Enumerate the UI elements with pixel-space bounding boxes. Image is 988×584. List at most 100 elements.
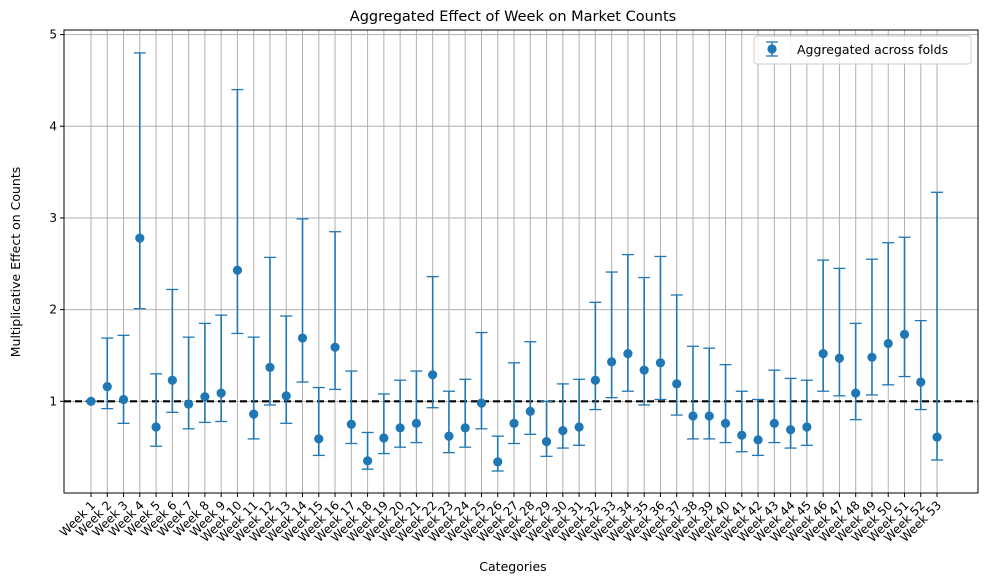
data-point-group (800, 379, 813, 446)
data-point (655, 358, 666, 368)
plot-frame (63, 29, 979, 494)
data-point (216, 388, 226, 398)
data-point-group (263, 256, 276, 406)
data-point-group (784, 377, 797, 449)
legend-marker (766, 41, 778, 57)
data-point-group (133, 52, 146, 310)
legend-box (753, 35, 972, 65)
data-point-group (719, 363, 732, 444)
data-point (916, 377, 926, 387)
data-point (525, 406, 535, 417)
data-point-group (589, 301, 602, 411)
data-point-group (638, 276, 651, 406)
data-point-group (556, 383, 569, 449)
data-point (899, 329, 910, 339)
data-point (867, 352, 877, 362)
data-point (753, 435, 763, 445)
data-point (411, 418, 421, 428)
data-point (590, 375, 600, 385)
data-point-group (410, 370, 423, 444)
data-point (541, 437, 552, 447)
data-point-group (426, 275, 439, 409)
data-point-group (296, 218, 309, 383)
data-point-group (101, 337, 114, 410)
data-point (493, 457, 503, 467)
legend-dot (767, 44, 777, 54)
data-point (314, 434, 324, 444)
data-point (184, 399, 194, 409)
data-point (574, 422, 584, 432)
data-point-group (198, 322, 211, 424)
data-point (509, 418, 519, 428)
y-tick-label: 2 (49, 303, 57, 317)
data-point (200, 392, 210, 402)
data-point (167, 375, 177, 385)
data-point (362, 456, 373, 466)
y-tick-label: 3 (49, 211, 57, 225)
data-point (297, 333, 308, 343)
data-point-group (898, 236, 911, 378)
data-point-group (459, 378, 472, 448)
data-point-group (345, 370, 358, 445)
y-tick-label: 4 (49, 119, 57, 133)
data-point-group (508, 362, 521, 445)
data-point-group (768, 369, 781, 444)
data-point (444, 431, 454, 441)
data-point-group (247, 336, 260, 440)
data-point-group (329, 231, 342, 391)
data-point (851, 388, 861, 398)
data-point-group (735, 390, 748, 453)
data-point-group (442, 390, 455, 454)
data-point (395, 423, 405, 433)
data-point (720, 418, 731, 428)
data-point (135, 233, 145, 243)
data-point-group (670, 294, 683, 416)
data-point (379, 433, 389, 443)
data-point-group (621, 253, 634, 392)
data-point-group (377, 393, 390, 455)
data-point-group (703, 347, 716, 440)
data-point-group (686, 345, 699, 440)
y-axis-ticks: 1 2 3 4 5 (49, 28, 64, 408)
y-tick-label: 5 (49, 28, 57, 42)
data-point-group (150, 373, 163, 447)
y-axis-label: Multiplicative Effect on Counts (8, 167, 23, 358)
data-point-group (914, 319, 927, 411)
data-point-group (166, 288, 179, 413)
data-point-group (849, 322, 862, 421)
data-point-group (182, 336, 195, 430)
data-point-group (605, 271, 618, 399)
data-point (883, 338, 893, 349)
data-point (818, 349, 828, 359)
data-series (85, 52, 944, 472)
data-point (86, 396, 96, 406)
data-point (834, 353, 845, 363)
data-point (786, 425, 796, 435)
data-point-group (215, 314, 228, 423)
data-point (151, 422, 161, 432)
legend: Aggregated across folds (753, 35, 972, 65)
data-point-group (475, 331, 488, 430)
data-point (476, 398, 487, 408)
data-point-group (491, 435, 504, 472)
x-axis-label: Categories (479, 559, 546, 574)
data-point (607, 357, 617, 367)
data-point (460, 423, 470, 433)
data-point-group (752, 398, 765, 457)
data-point (802, 422, 812, 432)
data-point-group (817, 259, 830, 392)
data-point (769, 418, 779, 428)
data-point-group (361, 431, 374, 470)
data-point (330, 342, 340, 352)
data-point (932, 432, 942, 442)
chart-title: Aggregated Effect of Week on Market Coun… (350, 9, 676, 25)
data-point (281, 391, 291, 401)
legend-series-label: Aggregated across folds (797, 42, 948, 57)
data-point-group (654, 255, 667, 401)
data-point-group (85, 396, 97, 406)
data-point-group (573, 378, 586, 446)
data-point (265, 362, 275, 372)
data-point-group (540, 400, 553, 457)
